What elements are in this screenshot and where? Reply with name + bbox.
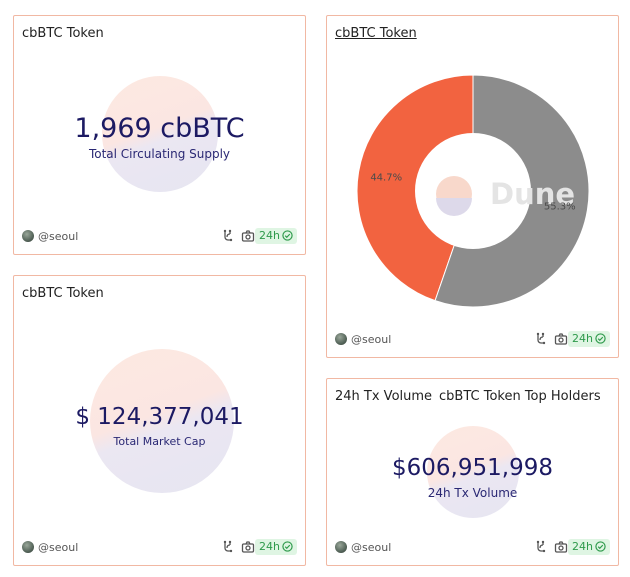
supply-card: cbBTC Token 1,969 cbBTC Total Circulatin…: [13, 15, 306, 255]
tab-top-holders[interactable]: cbBTC Token Top Holders: [439, 389, 601, 404]
camera-icon[interactable]: [554, 332, 568, 346]
author-link[interactable]: @seoul: [351, 333, 392, 346]
tab-24h-tx-volume[interactable]: 24h Tx Volume: [335, 389, 433, 404]
check-circle-icon: [282, 541, 293, 552]
dune-watermark-text: Dune: [490, 177, 575, 211]
author-link[interactable]: @seoul: [38, 230, 79, 243]
pie-chart-card: cbBTC Token Dune 44.7% 55.3% @seoul 24h: [326, 15, 619, 358]
refresh-label: 24h: [572, 540, 593, 553]
dune-watermark: [427, 426, 519, 518]
check-circle-icon: [595, 541, 606, 552]
fork-icon[interactable]: [534, 332, 548, 346]
supply-label: Total Circulating Supply: [88, 147, 231, 161]
camera-icon[interactable]: [241, 540, 255, 554]
card-footer: @seoul 24h: [22, 228, 297, 246]
fork-icon[interactable]: [221, 229, 235, 243]
check-circle-icon: [282, 230, 293, 241]
volume-card: 24h Tx Volume cbBTC Token Top Holders $6…: [326, 378, 619, 566]
card-footer: @seoul 24h: [335, 539, 610, 557]
card-footer: @seoul 24h: [335, 331, 610, 349]
donut-hole: [415, 133, 531, 249]
refresh-badge[interactable]: 24h: [568, 539, 610, 555]
refresh-badge[interactable]: 24h: [255, 228, 297, 244]
refresh-label: 24h: [572, 332, 593, 345]
refresh-badge[interactable]: 24h: [255, 539, 297, 555]
supply-value: 1,969 cbBTC: [74, 113, 245, 144]
dune-watermark: [90, 349, 234, 493]
dune-watermark: [102, 76, 218, 192]
chart-title-link[interactable]: cbBTC Token: [335, 26, 417, 41]
donut-chart: Dune 44.7% 55.3%: [356, 74, 590, 308]
volume-label: 24h Tx Volume: [427, 486, 518, 500]
pie-slice-label-1: 55.3%: [544, 202, 576, 213]
avatar[interactable]: [22, 230, 34, 242]
market-cap-card: cbBTC Token $ 124,377,041 Total Market C…: [13, 275, 306, 566]
avatar[interactable]: [335, 333, 347, 345]
market-cap-label: Total Market Cap: [113, 435, 206, 448]
author-link[interactable]: @seoul: [38, 541, 79, 554]
refresh-label: 24h: [259, 540, 280, 553]
pie-slice-label-0: 44.7%: [370, 172, 402, 183]
volume-value: $606,951,998: [392, 455, 553, 481]
camera-icon[interactable]: [554, 540, 568, 554]
camera-icon[interactable]: [241, 229, 255, 243]
card-title: cbBTC Token: [22, 286, 104, 301]
card-footer: @seoul 24h: [22, 539, 297, 557]
pie-slice-0[interactable]: [356, 74, 474, 302]
refresh-label: 24h: [259, 229, 280, 242]
card-title: cbBTC Token: [22, 26, 104, 41]
avatar[interactable]: [335, 541, 347, 553]
check-circle-icon: [595, 333, 606, 344]
fork-icon[interactable]: [221, 540, 235, 554]
refresh-badge[interactable]: 24h: [568, 331, 610, 347]
avatar[interactable]: [22, 541, 34, 553]
market-cap-value: $ 124,377,041: [75, 404, 244, 430]
fork-icon[interactable]: [534, 540, 548, 554]
dune-logo-mark-lower: [436, 198, 472, 216]
author-link[interactable]: @seoul: [351, 541, 392, 554]
